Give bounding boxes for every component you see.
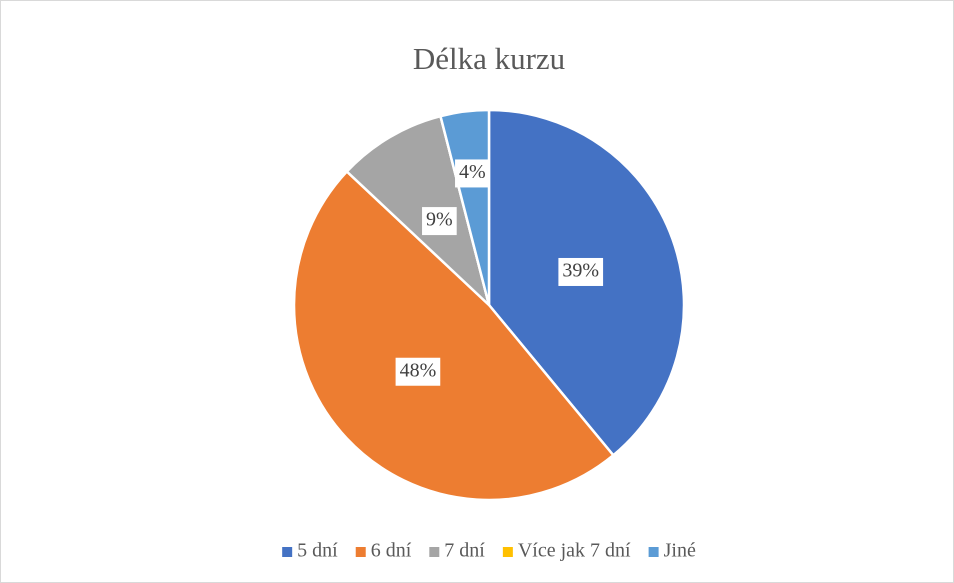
pie-slice xyxy=(438,108,491,306)
data-label-bg xyxy=(395,357,441,386)
legend-marker xyxy=(502,547,513,557)
chart-title: Délka kurzu xyxy=(413,41,565,76)
data-label-bg xyxy=(558,257,604,286)
legend-label: 7 dní xyxy=(444,540,485,562)
legend-label: Jiné xyxy=(664,540,696,562)
data-label: 39% xyxy=(558,257,604,286)
pie-slice xyxy=(292,169,616,502)
legend-marker xyxy=(429,547,440,557)
data-label-text: 9% xyxy=(426,209,453,231)
legend-marker xyxy=(648,547,659,557)
pie-slice xyxy=(345,114,492,309)
legend: 5 dní 6 dní 7 dní Více jak 7 dní Jiné xyxy=(282,540,696,562)
legend-marker xyxy=(282,547,293,557)
data-label: 9% xyxy=(422,207,457,236)
legend-label: 5 dní xyxy=(297,540,338,562)
data-label-text: 39% xyxy=(562,260,599,282)
data-label-bg xyxy=(455,159,490,188)
legend-label: Více jak 7 dní xyxy=(518,540,631,562)
data-label-bg xyxy=(422,207,457,236)
data-label-text: 48% xyxy=(400,359,437,381)
data-label: 48% xyxy=(395,357,441,386)
data-label-text: 4% xyxy=(459,161,486,183)
data-label: 4% xyxy=(455,159,490,188)
legend-marker xyxy=(355,547,366,557)
legend-label: 6 dní xyxy=(371,540,412,562)
